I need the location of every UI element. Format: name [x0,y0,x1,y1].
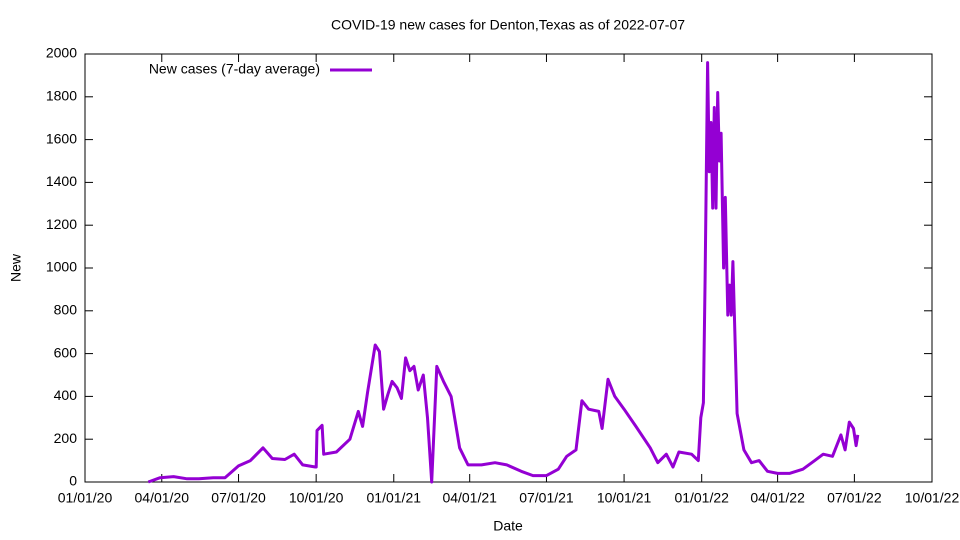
y-tick-label: 1600 [46,130,77,146]
y-tick-label: 1800 [46,88,77,104]
plot-frame [84,53,933,483]
series-line [147,61,860,484]
x-tick-label: 04/01/22 [750,490,805,506]
x-tick-label: 01/01/20 [58,490,113,506]
y-tick-label: 0 [69,473,77,489]
x-tick-label: 04/01/20 [135,490,190,506]
x-tick-label: 10/01/21 [597,490,652,506]
legend-label: New cases (7-day average) [149,61,320,77]
chart-title: COVID-19 new cases for Denton,Texas as o… [331,17,685,33]
y-tick-label: 200 [54,430,78,446]
x-tick-label: 07/01/20 [211,490,266,506]
x-tick-label: 07/01/22 [827,490,882,506]
y-tick-label: 1000 [46,259,77,275]
y-tick-label: 1200 [46,216,77,232]
x-tick-label: 10/01/22 [905,490,960,506]
x-tick-label: 01/01/22 [674,490,729,506]
x-tick-label: 04/01/21 [442,490,497,506]
x-tick-label: 10/01/20 [289,490,344,506]
y-tick-label: 400 [54,387,78,403]
y-axis-label: New [8,253,24,282]
y-tick-label: 600 [54,344,78,360]
x-tick-label: 01/01/21 [367,490,422,506]
y-tick-label: 2000 [46,45,77,61]
y-tick-label: 1400 [46,173,77,189]
x-tick-label: 07/01/21 [519,490,574,506]
y-tick-label: 800 [54,302,78,318]
x-axis-label: Date [493,518,523,534]
